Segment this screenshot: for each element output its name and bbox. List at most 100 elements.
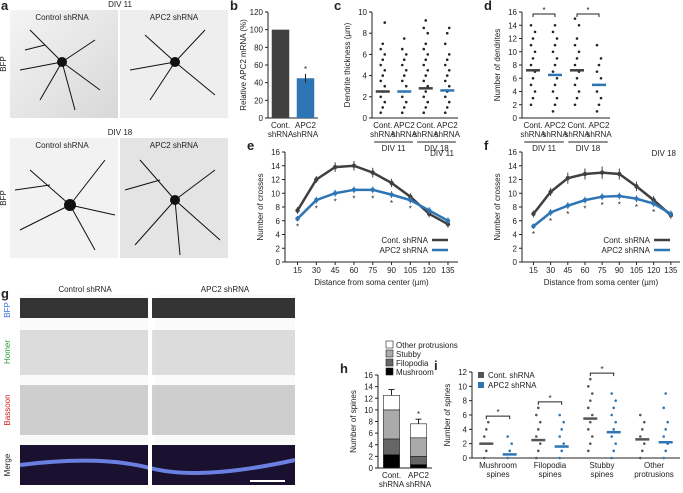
point bbox=[573, 83, 577, 87]
point bbox=[589, 442, 592, 445]
point bbox=[506, 435, 510, 438]
x-tick-label: 45 bbox=[563, 266, 572, 275]
point bbox=[510, 442, 513, 445]
y-tick-label: 2 bbox=[363, 93, 368, 102]
significance: * bbox=[635, 203, 638, 212]
point bbox=[426, 208, 432, 213]
point bbox=[426, 84, 430, 88]
x-tick-label: APC2 bbox=[437, 121, 458, 130]
point bbox=[402, 58, 406, 61]
div-label: DIV 11 bbox=[108, 0, 132, 9]
point bbox=[591, 413, 594, 417]
y-tick-label: 0 bbox=[276, 258, 281, 267]
point bbox=[610, 392, 613, 395]
stain-label: BFP bbox=[0, 56, 8, 72]
point bbox=[447, 100, 451, 104]
bassoon-band bbox=[20, 385, 295, 435]
point bbox=[426, 53, 430, 56]
point bbox=[537, 449, 540, 453]
y-tick-label: 14 bbox=[508, 162, 517, 171]
point bbox=[617, 171, 622, 177]
legend-label: Stubby bbox=[396, 350, 421, 359]
x-tick-label: 15 bbox=[293, 266, 302, 275]
x-tick-label: shRNA bbox=[564, 130, 590, 139]
significance: * bbox=[296, 222, 299, 231]
legend-label: APC2 shRNA bbox=[380, 246, 429, 255]
homer-band bbox=[20, 330, 295, 375]
significance: * bbox=[315, 205, 318, 214]
significance: * bbox=[586, 6, 589, 15]
point bbox=[443, 95, 447, 99]
group-label: DIV 18 bbox=[424, 144, 449, 153]
point bbox=[587, 449, 590, 453]
legend-label: Cont. shRNA bbox=[381, 236, 428, 245]
point bbox=[617, 193, 622, 199]
x-tick-label: 105 bbox=[630, 266, 644, 275]
y-tick-label: 16 bbox=[271, 148, 280, 157]
legend-label: APC2 shRNA bbox=[602, 246, 651, 255]
chart-title: DIV 11 bbox=[430, 149, 454, 158]
x-tick-label: Cont. bbox=[416, 121, 435, 130]
y-tick-label: 8 bbox=[276, 203, 281, 212]
point bbox=[634, 184, 639, 189]
point bbox=[599, 96, 603, 100]
x-tick-label: Cont. bbox=[567, 121, 586, 130]
significance: * bbox=[601, 201, 604, 210]
point bbox=[573, 103, 577, 107]
significance: * bbox=[496, 408, 499, 417]
point bbox=[560, 449, 563, 453]
y-axis-label: Number of crosses bbox=[256, 173, 265, 240]
significance: * bbox=[334, 198, 337, 207]
y-tick-label: 0 bbox=[259, 114, 264, 123]
point bbox=[558, 456, 561, 460]
y-tick-label: 0 bbox=[513, 258, 518, 267]
point bbox=[668, 211, 674, 217]
point bbox=[443, 63, 447, 67]
point bbox=[483, 435, 486, 438]
point bbox=[383, 69, 387, 72]
point bbox=[535, 435, 538, 438]
point bbox=[402, 106, 406, 109]
condition-label: APC2 shRNA bbox=[150, 141, 199, 150]
point bbox=[529, 43, 533, 47]
point bbox=[445, 58, 449, 61]
panel-letter: c bbox=[334, 0, 341, 13]
panel-letter: b bbox=[230, 0, 238, 13]
point bbox=[402, 74, 406, 77]
point bbox=[573, 43, 577, 47]
point bbox=[562, 442, 565, 445]
point bbox=[651, 201, 656, 206]
x-tick-label: spines bbox=[486, 470, 509, 479]
point bbox=[591, 435, 594, 438]
point bbox=[662, 456, 665, 460]
point bbox=[595, 110, 599, 113]
point bbox=[379, 79, 383, 83]
point bbox=[402, 37, 406, 40]
point bbox=[447, 69, 451, 72]
panel-letter: a bbox=[1, 0, 9, 13]
x-tick-label: spines bbox=[538, 470, 561, 479]
point bbox=[589, 377, 592, 381]
y-axis-label: Number of spines bbox=[443, 384, 452, 447]
bar-segment bbox=[383, 438, 400, 455]
x-tick-label: shRNA bbox=[542, 130, 568, 139]
y-tick-label: 4 bbox=[276, 231, 281, 240]
stain-label: BFP bbox=[0, 190, 8, 206]
point bbox=[614, 442, 617, 445]
x-tick-label: shRNA bbox=[413, 130, 439, 139]
point bbox=[422, 63, 426, 67]
y-tick-label: 60 bbox=[254, 61, 263, 70]
point bbox=[612, 449, 615, 453]
x-tick-label: shRNA bbox=[586, 130, 612, 139]
point bbox=[589, 420, 592, 424]
point bbox=[422, 47, 426, 51]
point bbox=[332, 191, 338, 196]
point bbox=[529, 83, 533, 87]
group-label: DIV 11 bbox=[382, 144, 406, 153]
y-tick-label: 10 bbox=[358, 8, 367, 17]
point bbox=[400, 111, 404, 114]
point bbox=[582, 197, 588, 203]
point bbox=[582, 171, 588, 177]
point bbox=[379, 47, 383, 51]
point bbox=[383, 100, 387, 104]
